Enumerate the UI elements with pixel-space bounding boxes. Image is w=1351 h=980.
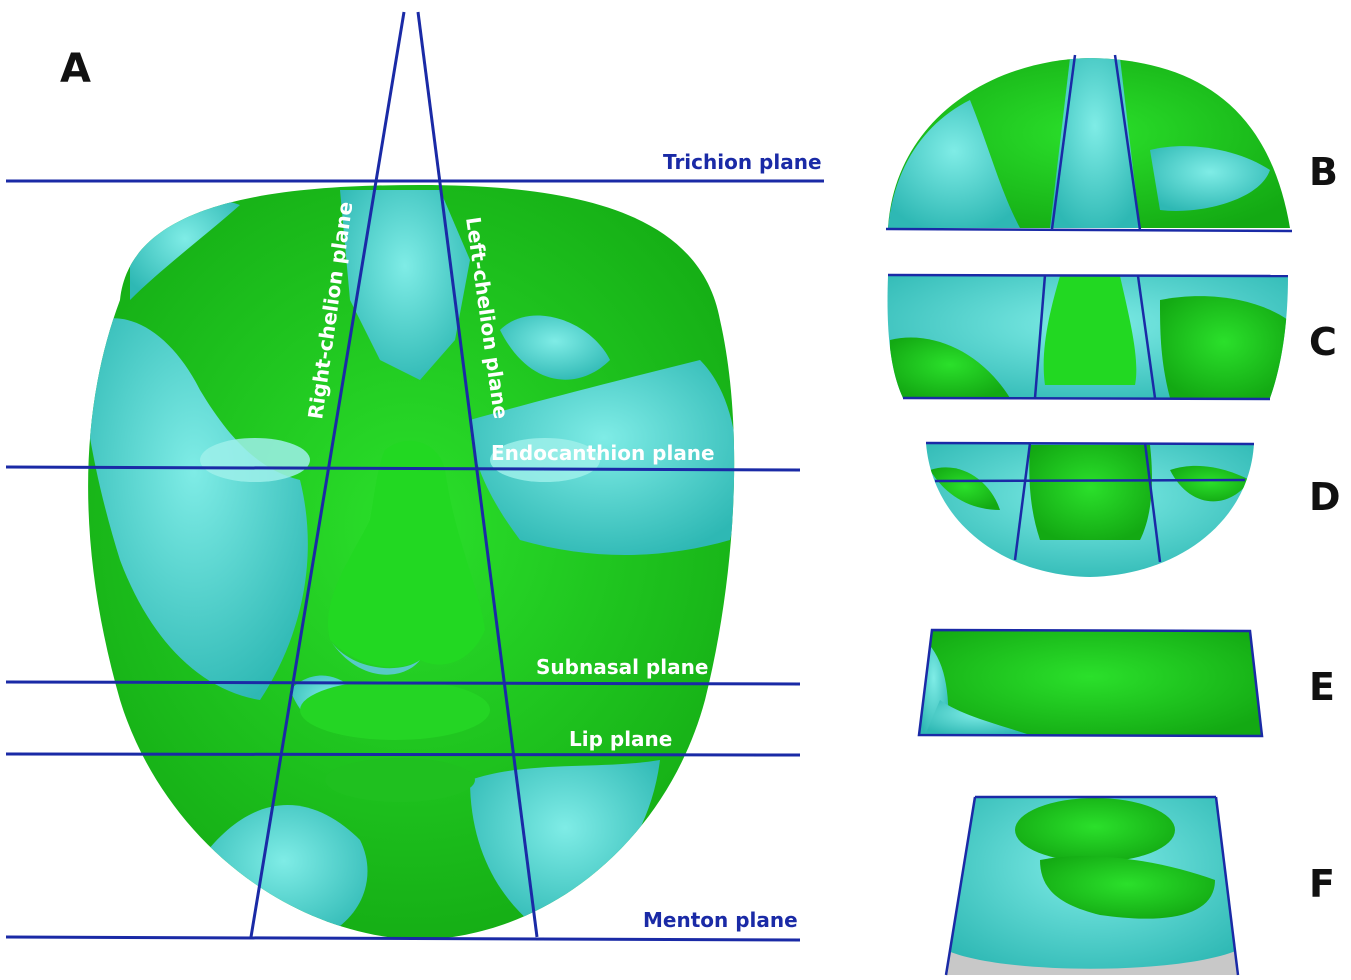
endocanthion-plane-line (5, 465, 801, 472)
panel-b-segment: B (885, 54, 1338, 233)
lip-plane-line (5, 752, 801, 757)
panel-e-segment: E (917, 628, 1335, 738)
panel-a-face (88, 185, 735, 940)
menton-plane-line (5, 935, 801, 942)
panel-letter-c: C (1309, 320, 1337, 364)
right-chelion-plane-line (249, 11, 406, 938)
endocanthion-plane-label: Endocanthion plane (491, 441, 715, 465)
subnasal-plane-label: Subnasal plane (536, 655, 708, 679)
panel-c-segment: C (887, 273, 1337, 401)
left-chelion-plane-line (416, 11, 539, 938)
panel-a-plane-lines (5, 11, 824, 942)
subnasal-plane-line (5, 680, 801, 686)
panel-f-segment: F (944, 795, 1335, 976)
panel-letter-e: E (1309, 665, 1335, 709)
trichion-plane-label: Trichion plane (663, 150, 822, 174)
panel-letter-d: D (1309, 475, 1341, 519)
panel-letter-a: A (60, 46, 91, 92)
menton-plane-label: Menton plane (643, 908, 798, 932)
panel-d-segment: D (925, 441, 1341, 577)
lip-plane-label: Lip plane (569, 727, 672, 751)
panel-letter-f: F (1309, 862, 1335, 906)
panel-letter-b: B (1309, 150, 1338, 194)
